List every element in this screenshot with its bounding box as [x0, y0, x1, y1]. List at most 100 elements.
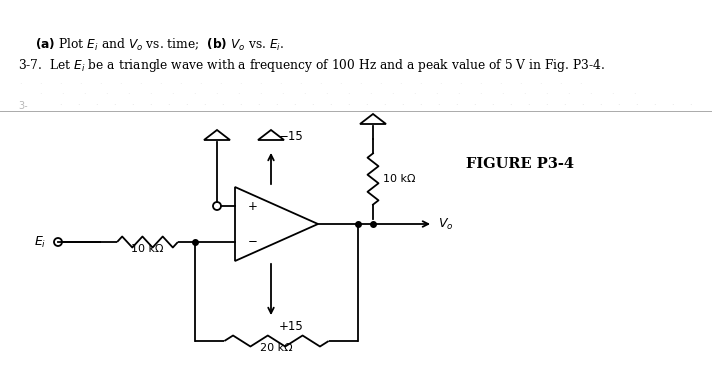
Text: .: .: [435, 87, 437, 96]
Text: .: .: [171, 87, 173, 96]
Text: .: .: [257, 98, 259, 107]
Text: .: .: [617, 98, 619, 107]
Text: 3-: 3-: [18, 101, 28, 111]
Text: .: .: [459, 77, 461, 86]
Text: .: .: [498, 77, 501, 86]
Text: .: .: [579, 77, 581, 86]
Text: +: +: [248, 199, 258, 213]
Text: .: .: [58, 98, 61, 107]
Text: .: .: [539, 77, 541, 86]
Text: .: .: [501, 87, 503, 96]
Text: .: .: [347, 87, 350, 96]
Text: .: .: [473, 98, 476, 107]
Text: .: .: [319, 77, 321, 86]
Text: .: .: [478, 77, 481, 86]
Text: 20 kΩ: 20 kΩ: [260, 343, 293, 353]
Text: .: .: [258, 87, 261, 96]
Text: .: .: [347, 98, 350, 107]
Text: 10 kΩ: 10 kΩ: [131, 244, 163, 254]
Text: .: .: [149, 87, 152, 96]
Text: .: .: [329, 98, 331, 107]
Text: .: .: [184, 98, 187, 107]
Text: .: .: [391, 87, 393, 96]
Text: .: .: [611, 87, 613, 96]
Text: .: .: [339, 77, 341, 86]
Text: .: .: [139, 77, 141, 86]
Text: .: .: [559, 77, 561, 86]
Text: .: .: [159, 77, 162, 86]
Text: .: .: [419, 77, 422, 86]
Text: .: .: [439, 77, 441, 86]
Text: .: .: [455, 98, 457, 107]
Text: .: .: [303, 87, 305, 96]
Text: .: .: [436, 98, 439, 107]
Text: .: .: [518, 77, 521, 86]
Text: .: .: [275, 98, 277, 107]
Text: .: .: [221, 98, 224, 107]
Text: .: .: [589, 87, 591, 96]
Text: 10 kΩ: 10 kΩ: [383, 174, 416, 184]
Text: .: .: [365, 98, 367, 107]
Text: −15: −15: [279, 130, 304, 144]
Text: .: .: [653, 98, 655, 107]
Text: .: .: [131, 98, 133, 107]
Text: $\mathbf{(a)}$ Plot $E_i$ and $V_o$ vs. time;  $\mathbf{(b)}$ $V_o$ vs. $E_i$.: $\mathbf{(a)}$ Plot $E_i$ and $V_o$ vs. …: [35, 37, 284, 53]
Text: .: .: [239, 98, 241, 107]
Text: $V_o$: $V_o$: [438, 216, 454, 232]
Text: .: .: [58, 77, 61, 86]
Text: .: .: [61, 87, 63, 96]
Text: .: .: [599, 98, 602, 107]
Text: .: .: [258, 77, 261, 86]
Text: .: .: [508, 98, 511, 107]
Text: .: .: [491, 98, 493, 107]
Text: 3-7.  Let $E_i$ be a triangle wave with a frequency of 100 Hz and a peak value o: 3-7. Let $E_i$ be a triangle wave with a…: [18, 57, 605, 74]
Text: .: .: [478, 87, 481, 96]
Text: −: −: [248, 235, 258, 249]
Text: .: .: [456, 87, 459, 96]
Text: .: .: [193, 87, 195, 96]
Text: .: .: [545, 98, 548, 107]
Text: .: .: [281, 87, 283, 96]
Text: .: .: [99, 77, 101, 86]
Text: .: .: [562, 98, 565, 107]
Text: .: .: [299, 77, 301, 86]
Text: .: .: [77, 98, 79, 107]
Text: $E_i$: $E_i$: [33, 235, 46, 249]
Text: .: .: [359, 77, 361, 86]
Text: .: .: [382, 98, 385, 107]
Text: .: .: [83, 87, 85, 96]
Text: .: .: [581, 98, 583, 107]
Text: .: .: [219, 77, 221, 86]
Text: .: .: [278, 77, 281, 86]
Text: .: .: [19, 77, 21, 86]
Text: .: .: [369, 87, 372, 96]
Text: .: .: [399, 77, 402, 86]
Text: .: .: [379, 77, 382, 86]
Text: .: .: [239, 77, 241, 86]
Text: .: .: [38, 87, 41, 96]
Text: .: .: [105, 87, 108, 96]
Text: .: .: [401, 98, 403, 107]
Text: .: .: [38, 77, 41, 86]
Text: .: .: [236, 87, 239, 96]
Text: .: .: [419, 98, 422, 107]
Text: .: .: [127, 87, 130, 96]
Text: .: .: [671, 98, 674, 107]
Text: .: .: [119, 77, 121, 86]
Text: .: .: [95, 98, 98, 107]
Text: .: .: [325, 87, 328, 96]
Text: .: .: [79, 77, 81, 86]
Text: .: .: [112, 98, 115, 107]
Text: .: .: [310, 98, 313, 107]
Text: .: .: [634, 98, 637, 107]
Text: .: .: [199, 77, 201, 86]
Text: .: .: [413, 87, 415, 96]
Text: .: .: [215, 87, 217, 96]
Text: FIGURE P3-4: FIGURE P3-4: [466, 157, 574, 171]
Text: +15: +15: [279, 319, 304, 332]
Text: .: .: [523, 87, 525, 96]
Text: .: .: [203, 98, 205, 107]
Text: .: .: [527, 98, 529, 107]
Text: .: .: [293, 98, 295, 107]
Text: .: .: [545, 87, 548, 96]
